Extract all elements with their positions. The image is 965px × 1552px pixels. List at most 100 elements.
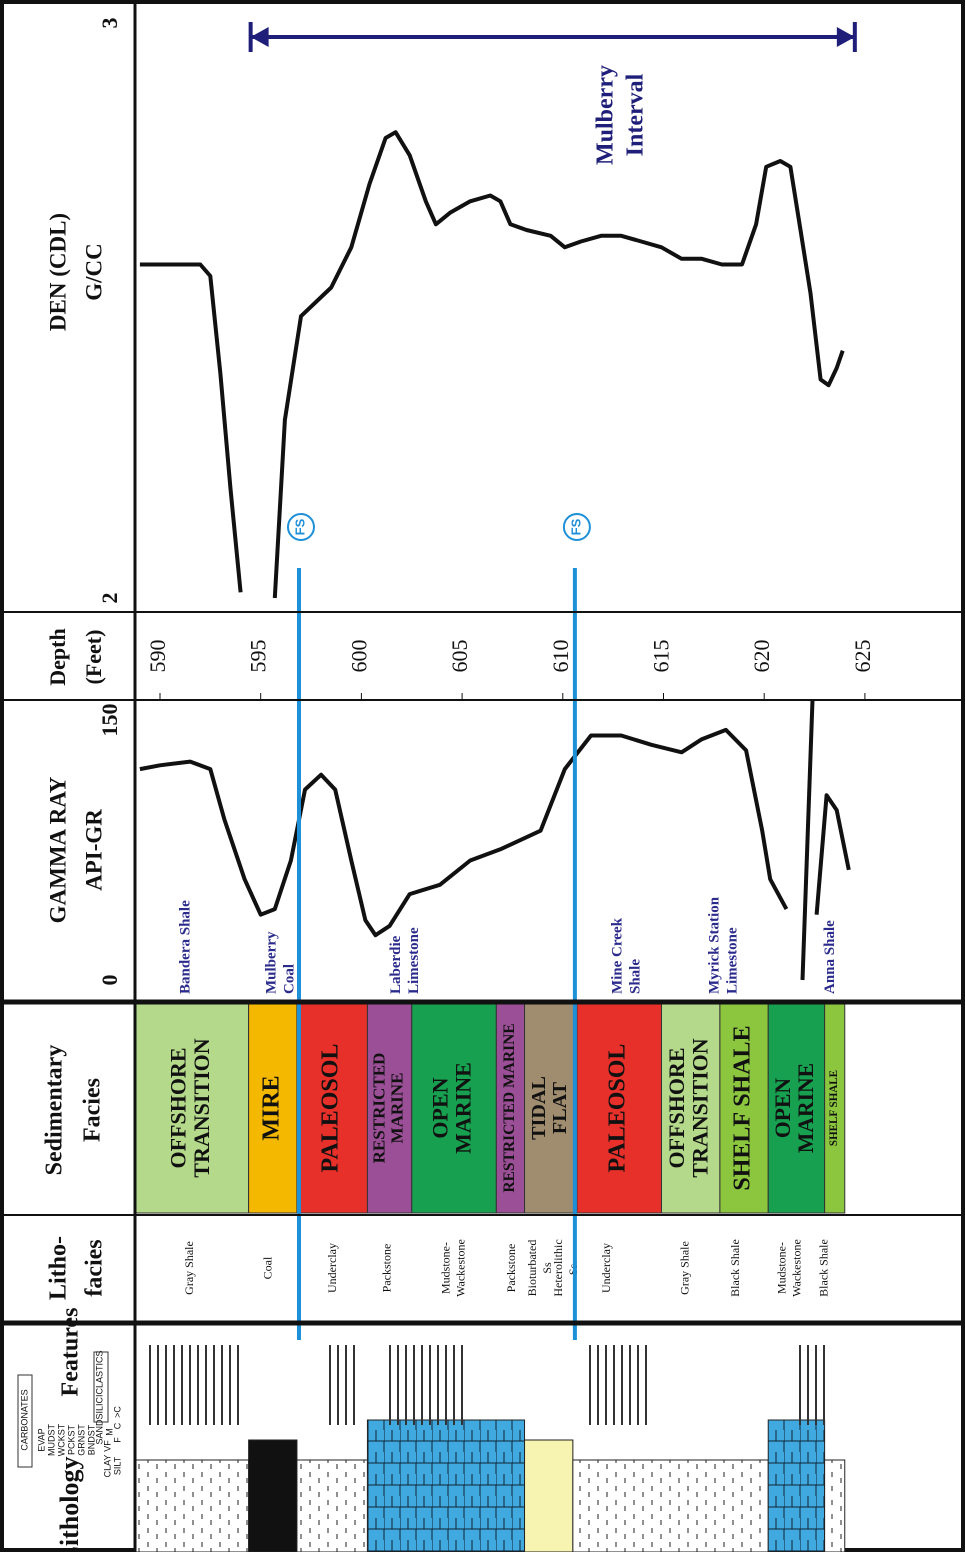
legend-text: VF [102, 1440, 112, 1452]
lithofacies-label: Coal [261, 1256, 275, 1279]
lithology-interval [824, 1459, 846, 1552]
legend-text: CARBONATES [19, 1389, 29, 1450]
legend-text: GRNST [76, 1424, 86, 1456]
facies-label: RESTRICTED [370, 1053, 389, 1164]
lithology-interval [248, 1439, 298, 1552]
formation-label: Limestone [724, 927, 740, 994]
legend-text: WCKST [56, 1423, 66, 1456]
facies-block [524, 1003, 578, 1214]
formation-label: Anna Shale [822, 920, 838, 994]
depth-tick-label: 600 [346, 640, 371, 673]
facies-label: MARINE [451, 1062, 476, 1154]
legend-text: SILT [112, 1456, 122, 1475]
fs-marker [286, 513, 315, 541]
formation-label: Coal [281, 964, 297, 994]
formation-label: Shale [628, 959, 644, 994]
header: GAMMA RAY [45, 776, 70, 923]
legend-text: SAND [94, 1419, 104, 1445]
legend-box [17, 1374, 33, 1468]
legend-text: C [112, 1422, 122, 1429]
interval-label: Mulberry [593, 65, 619, 165]
depth-tick-label: 595 [246, 640, 271, 673]
header: Facies [80, 1078, 106, 1142]
axis-limit: 3 [97, 18, 122, 29]
header: (Feet) [81, 630, 106, 685]
legend-box [93, 1351, 109, 1423]
lithofacies-label: Packstone [379, 1244, 393, 1293]
legend-text: M [104, 1428, 114, 1436]
facies-label: SHELF SHALE [828, 1070, 840, 1146]
lithofacies-label: Heterolithic [551, 1239, 565, 1296]
density-curve [139, 130, 845, 599]
lithofacies-label: Ss [540, 1262, 554, 1274]
arrow-head [836, 27, 855, 47]
fs-marker [562, 513, 591, 541]
facies-label: MIRE [258, 1075, 284, 1140]
formation-label: Myrick Station [706, 896, 722, 994]
legend-text: MUDST [46, 1424, 56, 1456]
lithofacies-label: Black Shale [728, 1239, 742, 1297]
facies-label: TRANSITION [687, 1038, 712, 1177]
facies-block [296, 1003, 368, 1214]
depth-tick-label: 620 [749, 640, 774, 673]
legend-text: EVAP [36, 1428, 46, 1451]
lithofacies-label: Mudstone- [775, 1242, 789, 1294]
lithofacies-label: Underclay [325, 1243, 339, 1293]
facies-label: OFFSHORE [166, 1047, 191, 1168]
depth-tick-label: 605 [447, 640, 472, 673]
header: facies [82, 1239, 108, 1296]
facies-block [495, 1003, 526, 1214]
lithofacies-label: Gray Shale [182, 1241, 196, 1295]
facies-block [135, 1003, 250, 1214]
formation-label: Mulberry [263, 931, 279, 994]
arrow-head [250, 27, 269, 47]
facies-block [248, 1003, 298, 1214]
header: Lithology [55, 1457, 84, 1552]
gamma_ray-curve [139, 699, 851, 981]
facies-label: PALEOSOL [318, 1044, 344, 1173]
interval-label: Interval [623, 73, 649, 156]
header: Litho- [46, 1236, 72, 1300]
lithofacies-label: Gray Shale [677, 1241, 691, 1295]
depth-tick-label: 610 [548, 640, 573, 673]
header: Sedimentary [42, 1045, 68, 1176]
legend-text: BNDST [86, 1424, 96, 1455]
lithology-interval [767, 1419, 826, 1552]
facies-block [366, 1003, 413, 1214]
legend-text: CLAY [102, 1455, 112, 1478]
formation-label: Mine Creek [610, 917, 626, 994]
lithofacies-label: Mudstone- [438, 1242, 452, 1294]
facies-block [411, 1003, 497, 1214]
formation-label: Limestone [406, 927, 422, 994]
lithofacies-label: Packstone [504, 1244, 518, 1293]
header: Depth [45, 628, 70, 685]
fs-label: FS [568, 518, 583, 535]
facies-block [660, 1003, 721, 1214]
facies-label: MARINE [794, 1063, 818, 1153]
formation-label: Bandera Shale [178, 900, 194, 994]
facies-label: OFFSHORE [664, 1047, 689, 1168]
header: DEN (CDL) [45, 213, 70, 331]
lithofacies-label: Wackestone [790, 1239, 804, 1297]
facies-label: SHELF SHALE [730, 1025, 756, 1190]
lithology-interval [135, 1459, 250, 1552]
axis-limit: 150 [97, 704, 122, 737]
formation-label: Laberdie [388, 935, 404, 994]
facies-block [767, 1003, 826, 1214]
depth-tick-label: 615 [649, 640, 674, 673]
lithology-interval [296, 1459, 368, 1552]
lithofacies-label: Underclay [599, 1243, 613, 1293]
legend-text: SILICICLASTICS [94, 1350, 104, 1419]
facies-label: TIDAL [528, 1076, 550, 1140]
facies-label: MARINE [387, 1073, 406, 1144]
lithofacies-label: Wackestone [453, 1239, 467, 1297]
lithofacies-label: Bioturbated [525, 1240, 539, 1297]
lithology-interval [572, 1459, 769, 1552]
header: G/CC [81, 243, 106, 301]
facies-label: OPEN [428, 1077, 453, 1138]
depth-tick-label: 625 [850, 640, 875, 673]
